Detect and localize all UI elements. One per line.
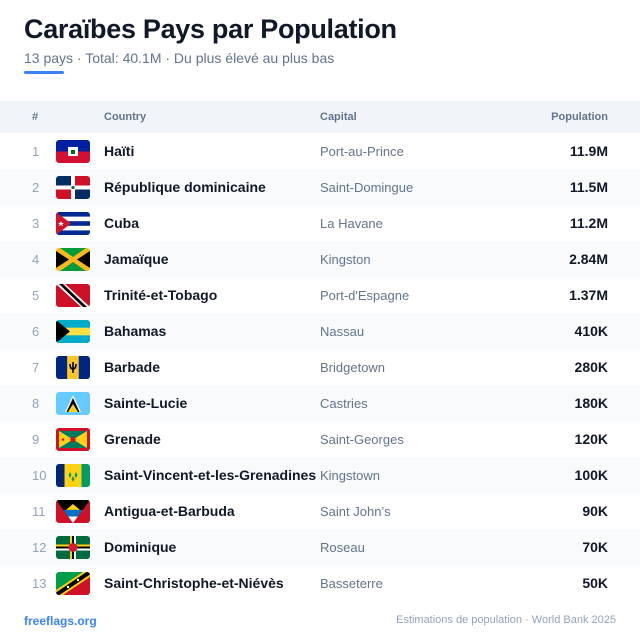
page-subtitle: 13 pays · Total: 40.1M · Du plus élevé a… (24, 50, 335, 66)
population-cell: 50K (582, 575, 608, 591)
population-cell: 280K (574, 359, 608, 375)
page-header: Caraïbes Pays par Population 13 pays · T… (24, 14, 397, 66)
capital-cell: La Havane (320, 215, 383, 231)
rank-cell: 4 (32, 251, 40, 267)
capital-cell: Kingstown (320, 467, 380, 483)
rank-cell: 7 (32, 359, 40, 375)
capital-cell: Saint-Georges (320, 431, 404, 447)
population-cell: 90K (582, 503, 608, 519)
population-cell: 11.5M (569, 179, 608, 195)
dominican-republic-flag-icon (56, 175, 90, 199)
rank-cell: 3 (32, 215, 40, 231)
cuba-flag-icon (56, 211, 90, 235)
capital-cell: Port-au-Prince (320, 143, 404, 159)
source-link[interactable]: freeflags.org (24, 614, 97, 628)
population-cell: 410K (574, 323, 608, 339)
dominica-flag-icon (56, 535, 90, 559)
population-cell: 1.37M (569, 287, 608, 303)
rank-cell: 11 (32, 503, 46, 519)
table-row[interactable]: 11 Antigua-et-Barbuda Saint John’s 90K (0, 493, 640, 529)
country-cell: Saint-Vincent-et-les-Grenadines (104, 467, 317, 483)
column-header-population[interactable]: Population (551, 111, 608, 123)
rank-cell: 10 (32, 467, 47, 483)
capital-cell: Port-d'Espagne (320, 287, 410, 303)
capital-cell: Kingston (320, 251, 371, 267)
population-table: # Country Capital Population 1 Haïti Por… (0, 101, 640, 601)
rank-cell: 1 (32, 143, 40, 159)
capital-cell: Castries (320, 395, 368, 411)
country-cell: République dominicaine (104, 179, 266, 195)
population-cell: 120K (574, 431, 608, 447)
population-cell: 11.9M (569, 143, 608, 159)
barbados-flag-icon (56, 355, 90, 379)
country-cell: Haïti (104, 143, 135, 159)
table-row[interactable]: 7 Barbade Bridgetown 280K (0, 349, 640, 385)
jamaica-flag-icon (56, 247, 90, 271)
table-row[interactable]: 12 Dominique Roseau 70K (0, 529, 640, 565)
saint-lucia-flag-icon (56, 391, 90, 415)
table-row[interactable]: 4 Jamaïque Kingston 2.84M (0, 241, 640, 277)
table-row[interactable]: 8 Sainte-Lucie Castries 180K (0, 385, 640, 421)
population-cell: 70K (582, 539, 608, 555)
capital-cell: Saint John’s (320, 503, 391, 519)
population-cell: 180K (574, 395, 608, 411)
capital-cell: Basseterre (320, 575, 383, 591)
rank-cell: 8 (32, 395, 40, 411)
rank-cell: 13 (32, 575, 47, 591)
saint-vincent-flag-icon (56, 463, 90, 487)
haiti-flag-icon (56, 139, 90, 163)
antigua-barbuda-flag-icon (56, 499, 90, 523)
rank-cell: 5 (32, 287, 40, 303)
country-cell: Bahamas (104, 323, 167, 339)
column-header-rank[interactable]: # (32, 111, 39, 123)
country-cell: Saint-Christophe-et-Niévès (104, 575, 284, 591)
table-row[interactable]: 5 Trinité-et-Tobago Port-d'Espagne 1.37M (0, 277, 640, 313)
page-title: Caraïbes Pays par Population (24, 14, 397, 44)
footer-note: Estimations de population · World Bank 2… (396, 614, 616, 626)
population-cell: 100K (574, 467, 608, 483)
title-accent-bar (24, 71, 64, 74)
rank-cell: 6 (32, 323, 40, 339)
rank-cell: 2 (32, 179, 40, 195)
table-row[interactable]: 6 Bahamas Nassau 410K (0, 313, 640, 349)
grenada-flag-icon (56, 427, 90, 451)
country-cell: Grenade (104, 431, 161, 447)
rank-cell: 12 (32, 539, 47, 555)
table-row[interactable]: 3 Cuba La Havane 11.2M (0, 205, 640, 241)
population-cell: 2.84M (569, 251, 608, 267)
population-cell: 11.2M (569, 215, 608, 231)
country-cell: Sainte-Lucie (104, 395, 188, 411)
table-row[interactable]: 13 Saint-Christophe-et-Niévès Basseterre… (0, 565, 640, 601)
saint-kitts-nevis-flag-icon (56, 571, 90, 595)
capital-cell: Saint-Domingue (320, 179, 414, 195)
column-header-capital[interactable]: Capital (320, 111, 357, 123)
trinidad-tobago-flag-icon (56, 283, 90, 307)
table-row[interactable]: 10 Saint-Vincent-et-les-Grenadines Kings… (0, 457, 640, 493)
column-header-country[interactable]: Country (104, 111, 147, 123)
country-cell: Cuba (104, 215, 139, 231)
table-row[interactable]: 1 Haïti Port-au-Prince 11.9M (0, 133, 640, 169)
country-cell: Trinité-et-Tobago (104, 287, 218, 303)
country-cell: Antigua-et-Barbuda (104, 503, 235, 519)
rank-cell: 9 (32, 431, 40, 447)
page-footer: freeflags.org Estimations de population … (0, 612, 640, 632)
table-row[interactable]: 2 République dominicaine Saint-Domingue … (0, 169, 640, 205)
bahamas-flag-icon (56, 319, 90, 343)
country-cell: Barbade (104, 359, 161, 375)
country-cell: Jamaïque (104, 251, 169, 267)
capital-cell: Roseau (320, 539, 365, 555)
country-cell: Dominique (104, 539, 177, 555)
capital-cell: Nassau (320, 323, 365, 339)
capital-cell: Bridgetown (320, 359, 386, 375)
table-header: # Country Capital Population (0, 101, 640, 133)
table-row[interactable]: 9 Grenade Saint-Georges 120K (0, 421, 640, 457)
